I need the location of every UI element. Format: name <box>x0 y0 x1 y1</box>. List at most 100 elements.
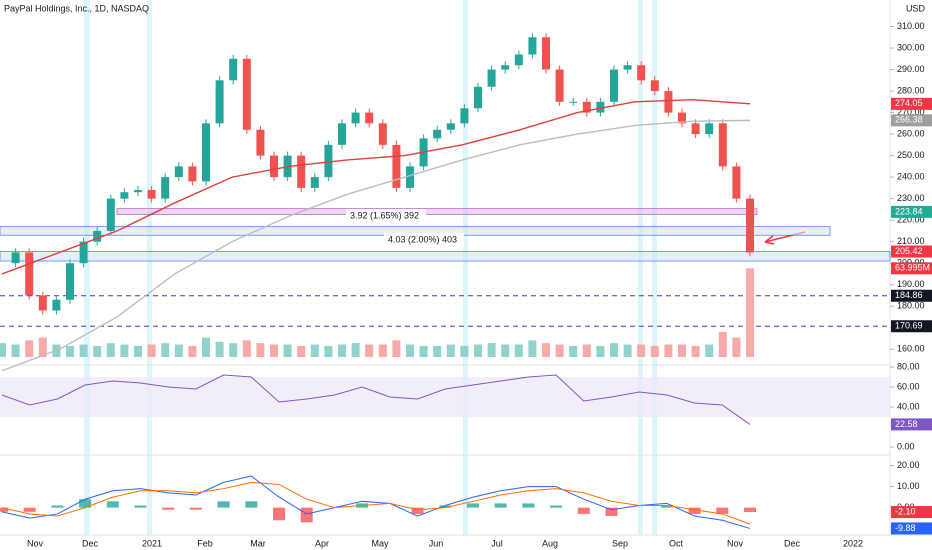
candle-body <box>732 166 741 199</box>
x-tick-label: Jul <box>491 538 503 548</box>
candle-body <box>202 123 210 182</box>
y-tick-label: 190.00 <box>897 279 925 289</box>
signal-line <box>1 481 751 525</box>
candle-body <box>555 69 564 102</box>
y-tick-label: 210.00 <box>897 236 925 246</box>
volume-bar <box>596 345 605 357</box>
x-tick-label: Oct <box>669 538 684 548</box>
volume-bar <box>718 332 727 357</box>
candle-body <box>501 65 510 70</box>
macd-label: -2.10 <box>895 506 916 516</box>
candle-body <box>460 108 469 124</box>
volume-bar <box>351 343 360 357</box>
volume-bar <box>623 344 632 357</box>
x-tick-label: Dec <box>82 538 99 548</box>
rsi-tick-label: 80.00 <box>897 361 920 371</box>
rsi-tick-label: 60.00 <box>897 381 920 391</box>
volume-bar <box>324 345 333 357</box>
volume-bar <box>419 345 428 357</box>
volume-bar <box>106 343 115 357</box>
candle-body <box>650 80 659 92</box>
candle-body <box>242 58 251 130</box>
y-tick-label: 220.00 <box>897 215 925 225</box>
y-tick-label: 280.00 <box>897 85 925 95</box>
volume-bar <box>650 345 659 357</box>
volume-bar <box>297 345 306 357</box>
currency: USD <box>906 3 926 13</box>
volume-bar <box>705 344 714 357</box>
volume-bar <box>338 344 346 357</box>
y-tick-label: 250.00 <box>897 150 925 160</box>
volume-bar <box>378 344 387 357</box>
candle-body <box>392 144 401 188</box>
y-tick-label: 300.00 <box>897 42 925 52</box>
candle-body <box>161 177 170 199</box>
candle-body <box>120 192 129 199</box>
candle-body <box>79 241 88 264</box>
candle-body <box>270 155 278 178</box>
volume-bar <box>66 345 74 357</box>
candle-body <box>215 80 224 124</box>
annotation: 3.92 (1.65%) 392 <box>350 210 419 220</box>
macd-histogram <box>189 507 202 510</box>
price-label-bg <box>891 245 932 258</box>
candle-body <box>11 252 20 264</box>
candle-body <box>610 69 618 102</box>
macd-histogram <box>660 505 673 508</box>
macd-line <box>1 475 751 529</box>
rsi-label: 22.58 <box>895 419 918 429</box>
macd-histogram <box>605 507 618 517</box>
zone <box>116 208 758 215</box>
candle-body <box>569 101 578 103</box>
volume-bar <box>514 344 523 357</box>
volume-bar <box>161 343 170 357</box>
macd-tick-label: 20.00 <box>897 460 920 470</box>
volume-bar <box>242 340 251 357</box>
x-tick-label: Apr <box>315 538 329 548</box>
x-tick-label: Mar <box>250 538 266 548</box>
volume-bar <box>569 345 578 357</box>
candle-body <box>691 123 700 135</box>
candle-body <box>406 166 414 188</box>
candle-body <box>623 65 632 70</box>
volume-bar <box>446 344 455 357</box>
volume-bar <box>528 340 537 357</box>
candle-body <box>38 295 47 311</box>
volume-bar <box>120 344 129 357</box>
price-label-bg <box>891 114 932 127</box>
candle-body <box>746 198 754 253</box>
x-tick-label: Nov <box>727 538 744 548</box>
candle-body <box>446 123 455 130</box>
macd-histogram <box>550 505 563 508</box>
volume-bar <box>215 341 224 357</box>
candle-body <box>705 123 714 135</box>
annotation-box <box>384 233 464 246</box>
chart-title: PayPal Holdings, Inc., 1D, NASDAQ <box>4 3 149 13</box>
macd-histogram <box>245 501 258 508</box>
volume-bar <box>487 343 496 357</box>
macd-histogram <box>522 503 535 508</box>
moving-average <box>1 98 751 275</box>
price-label-bg <box>891 289 932 302</box>
volume-bar <box>188 345 197 357</box>
price-label: 205.42 <box>895 246 923 256</box>
x-tick-label: Dec <box>784 538 801 548</box>
macd-histogram <box>466 503 479 508</box>
x-tick-label: Nov <box>27 538 44 548</box>
volume-bar <box>134 345 142 357</box>
volume-label: 63.995M <box>895 263 930 273</box>
macd-histogram <box>411 507 424 514</box>
macd-histogram <box>162 507 175 510</box>
y-tick-label: 270.00 <box>897 107 925 117</box>
macd-histogram <box>494 503 507 508</box>
candle-body <box>664 91 673 113</box>
x-tick-label: Jun <box>429 538 444 548</box>
volume-bar <box>392 340 401 357</box>
volume-bar <box>732 337 741 357</box>
price-label: 266.38 <box>895 115 923 125</box>
x-tick-label: Feb <box>197 538 213 548</box>
candle-body <box>338 123 346 145</box>
macd-label: -9.88 <box>895 523 916 533</box>
volume-bar <box>229 343 238 357</box>
volume-bar <box>664 344 673 357</box>
